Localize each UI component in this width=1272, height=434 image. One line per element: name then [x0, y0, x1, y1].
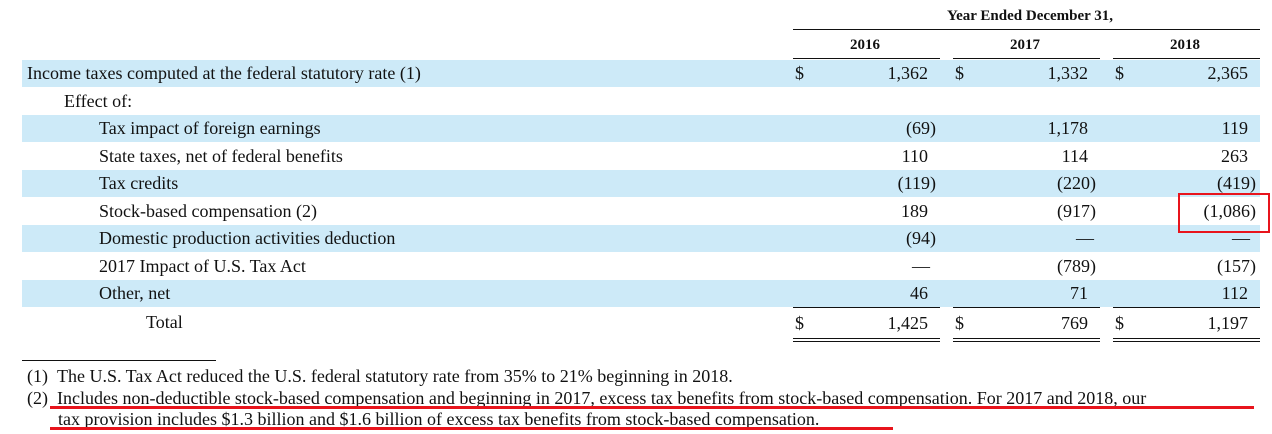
cell-2016: (119): [897, 173, 936, 193]
total-double-rule: [953, 338, 1100, 339]
cell-2016: 46: [910, 283, 928, 303]
year-header-2018: 2018: [1170, 37, 1200, 53]
row-label-total: Total: [146, 312, 183, 332]
row-band: [22, 170, 1260, 197]
total-double-rule: [1113, 338, 1260, 339]
dollar-sign: $: [1115, 63, 1124, 83]
total-double-rule: [793, 338, 940, 339]
row-label-other-net: Other, net: [99, 283, 171, 303]
cell-2018: 2,365: [1207, 63, 1249, 83]
highlight-box: [1178, 193, 1270, 233]
cell-2017: 114: [1061, 146, 1088, 166]
cell-2017: (917): [1057, 201, 1096, 221]
cell-2018: (419): [1217, 173, 1256, 193]
cell-2018: (157): [1217, 256, 1256, 276]
cell-2017: —: [1076, 228, 1094, 248]
cell-2016: (69): [906, 118, 936, 138]
dollar-sign: $: [955, 63, 964, 83]
row-band: [22, 60, 1260, 87]
total-double-rule: [793, 341, 940, 342]
cell-2016: 110: [901, 146, 928, 166]
period-header-rule: [793, 29, 1260, 30]
cell-2018: —: [1232, 228, 1250, 248]
cell-2016: 1,362: [887, 63, 929, 83]
red-underline-annotation: [50, 427, 893, 430]
cell-2016: 189: [901, 201, 928, 221]
year-header-2017: 2017: [1010, 37, 1040, 53]
dollar-sign: $: [795, 63, 804, 83]
row-band: [22, 225, 1260, 252]
row-label-effect-of: Effect of:: [64, 91, 133, 111]
cell-2017: (220): [1057, 173, 1096, 193]
footnote-1: (1) The U.S. Tax Act reduced the U.S. fe…: [27, 366, 733, 386]
cell-2016-total: 1,425: [887, 313, 929, 333]
year-header-rule-2017: [953, 58, 1100, 59]
subtotal-rule-2018: [1113, 307, 1260, 308]
total-double-rule: [953, 341, 1100, 342]
cell-2018-highlighted: (1,086): [1203, 201, 1257, 221]
row-label-federal-rate: Income taxes computed at the federal sta…: [27, 63, 421, 83]
cell-2016: —: [912, 256, 930, 276]
cell-2017-total: 769: [1061, 313, 1088, 333]
period-header: Year Ended December 31,: [946, 8, 1114, 24]
cell-2017: 1,332: [1047, 63, 1089, 83]
row-label-tax-act-impact: 2017 Impact of U.S. Tax Act: [99, 256, 306, 276]
dollar-sign: $: [1115, 313, 1124, 333]
row-label-stock-comp: Stock-based compensation (2): [99, 201, 317, 221]
cell-2017: 71: [1070, 283, 1088, 303]
year-header-rule-2018: [1113, 58, 1260, 59]
total-double-rule: [1113, 341, 1260, 342]
cell-2017: 1,178: [1047, 118, 1089, 138]
footnote-separator: [22, 360, 216, 361]
cell-2018: 263: [1221, 146, 1248, 166]
dollar-sign: $: [795, 313, 804, 333]
year-header-rule-2016: [793, 58, 940, 59]
red-underline-annotation: [50, 406, 1254, 409]
dollar-sign: $: [955, 313, 964, 333]
subtotal-rule-2017: [953, 307, 1100, 308]
cell-2016: (94): [906, 228, 936, 248]
cell-2017: (789): [1057, 256, 1096, 276]
row-label-foreign-earnings: Tax impact of foreign earnings: [99, 118, 321, 138]
footnote-2-line2: tax provision includes $1.3 billion and …: [58, 409, 820, 429]
year-header-2016: 2016: [850, 37, 880, 53]
footnote-2-line1: (2) Includes non-deductible stock-based …: [27, 388, 1147, 408]
row-label-state-taxes: State taxes, net of federal benefits: [99, 146, 343, 166]
row-band: [22, 115, 1260, 142]
cell-2018: 119: [1221, 118, 1248, 138]
row-label-tax-credits: Tax credits: [99, 173, 179, 193]
subtotal-rule-2016: [793, 307, 940, 308]
cell-2018-total: 1,197: [1207, 313, 1249, 333]
row-label-domestic-production: Domestic production activities deduction: [99, 228, 396, 248]
cell-2018: 112: [1221, 283, 1248, 303]
row-band: [22, 280, 1260, 307]
